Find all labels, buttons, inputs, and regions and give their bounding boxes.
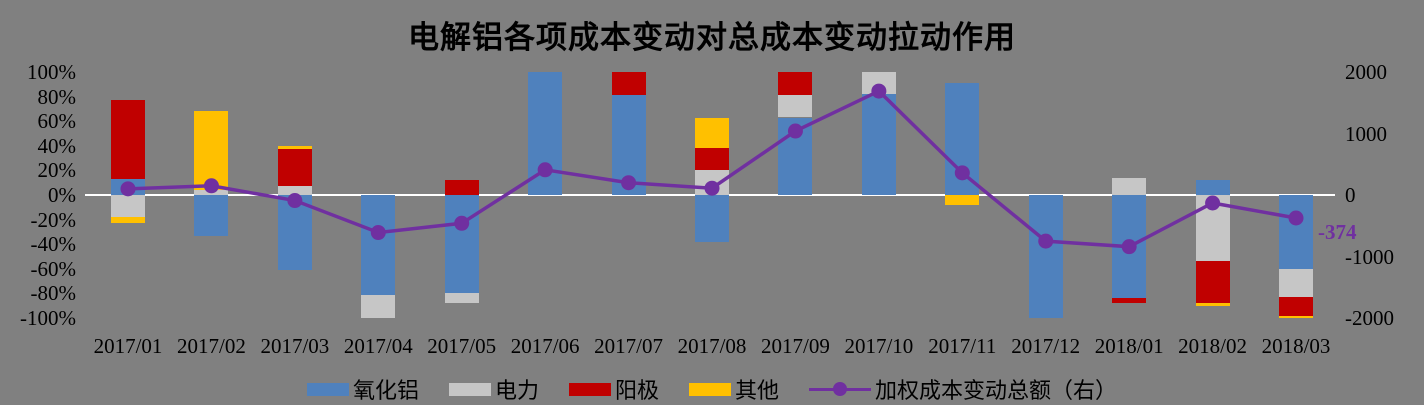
legend-label: 阳极 xyxy=(614,378,659,403)
legend-item-weighted-total: 加权成本变动总额（右） xyxy=(809,373,1117,405)
bar-segment-other xyxy=(194,111,229,191)
left-axis-tick: -60% xyxy=(30,256,77,281)
legend-label: 加权成本变动总额（右） xyxy=(875,378,1118,403)
x-axis-label: 2017/07 xyxy=(594,334,663,358)
bar-segment-anode xyxy=(1195,261,1230,304)
bar-segment-power xyxy=(444,293,479,304)
bar-segment-anode xyxy=(277,149,312,187)
bar-segment-other xyxy=(1279,315,1314,318)
bar-segment-alumina xyxy=(528,72,563,195)
bar-segment-other xyxy=(111,217,145,224)
right-axis-tick: 2000 xyxy=(1345,60,1387,84)
left-axis-tick: 40% xyxy=(37,133,77,158)
legend-swatch-power xyxy=(448,382,491,396)
bar-segment-alumina xyxy=(194,195,229,236)
legend-item-other: 其他 xyxy=(689,373,779,405)
bar-segment-other xyxy=(277,145,312,150)
left-axis-tick: -20% xyxy=(30,207,77,232)
legend-label: 其他 xyxy=(735,378,780,403)
left-axis-tick: -40% xyxy=(30,232,77,257)
x-axis-label: 2017/10 xyxy=(844,334,914,358)
x-axis-label: 2017/11 xyxy=(928,334,997,358)
bar-segment-alumina xyxy=(695,195,729,242)
bar-segment-other xyxy=(695,117,729,149)
left-axis-tick: 20% xyxy=(37,158,77,183)
legend-label: 电力 xyxy=(494,378,539,403)
x-axis-label: 2018/01 xyxy=(1094,334,1164,358)
left-axis-tick: 100% xyxy=(27,60,76,84)
x-axis-label: 2017/01 xyxy=(93,334,163,358)
bar-segment-power xyxy=(361,294,396,318)
bar-segment-alumina xyxy=(861,94,896,195)
bar-segment-anode xyxy=(778,72,813,96)
right-axis-tick: 0 xyxy=(1345,183,1356,207)
x-axis-label: 2018/02 xyxy=(1178,334,1247,358)
bar-segment-anode xyxy=(611,72,646,96)
bar-segment-alumina xyxy=(1028,195,1063,318)
bar-segment-power xyxy=(194,190,229,195)
bar-segment-alumina xyxy=(1112,195,1147,299)
x-axis-label: 2017/05 xyxy=(427,334,497,358)
bar-segment-alumina xyxy=(444,195,479,294)
bar-segment-power xyxy=(1279,268,1314,298)
left-axis-tick: 80% xyxy=(37,84,77,109)
legend-swatch-anode xyxy=(568,382,611,396)
bar-segment-other xyxy=(945,195,980,205)
line-marker-icon xyxy=(809,381,872,397)
bar-segment-alumina xyxy=(611,95,646,195)
left-axis-tick: -80% xyxy=(30,281,77,306)
x-axis-label: 2018/03 xyxy=(1261,334,1331,358)
x-axis-label: 2017/02 xyxy=(177,334,246,358)
chart-title: 电解铝各项成本变动对总成本变动拉动作用 xyxy=(408,20,1016,55)
bar-segment-anode xyxy=(1112,298,1147,304)
legend-swatch-other xyxy=(689,382,731,396)
line-data-label: -374 xyxy=(1318,220,1357,244)
left-axis-tick: 0% xyxy=(48,183,76,207)
x-axis-label: 2017/09 xyxy=(761,334,830,358)
bar-segment-power xyxy=(111,195,145,218)
legend-label: 氧化铝 xyxy=(352,378,419,403)
bar-segment-anode xyxy=(695,148,729,171)
bar-segment-alumina xyxy=(277,195,312,271)
legend-item-anode: 阳极 xyxy=(568,373,659,405)
bar-segment-alumina xyxy=(945,83,980,195)
left-axis-tick: 60% xyxy=(37,109,77,134)
right-axis-tick: -2000 xyxy=(1345,306,1394,330)
right-axis-tick: 1000 xyxy=(1345,121,1387,146)
bar-segment-power xyxy=(1195,195,1230,262)
x-axis-label: 2017/08 xyxy=(677,334,747,358)
x-axis-label: 2017/12 xyxy=(1011,334,1081,358)
left-axis-tick: -100% xyxy=(20,306,76,330)
bar-segment-power xyxy=(277,186,312,195)
legend-item-alumina: 氧化铝 xyxy=(306,373,419,405)
bar-segment-power xyxy=(861,72,896,95)
bar-segment-alumina xyxy=(1279,195,1314,269)
bar-segment-power xyxy=(778,95,813,118)
bar-segment-alumina xyxy=(111,179,145,195)
x-axis-label: 2017/06 xyxy=(510,334,580,358)
bar-segment-other xyxy=(1195,303,1230,306)
bar-segment-alumina xyxy=(778,117,813,195)
bar-segment-power xyxy=(1112,177,1147,195)
legend-swatch-alumina xyxy=(306,382,349,396)
bar-segment-power xyxy=(695,170,729,195)
x-axis-label: 2017/04 xyxy=(343,334,413,358)
bar-segment-anode xyxy=(444,180,479,195)
legend: 氧化铝 电力 阳极 其他 加权成本变动总额（右） xyxy=(0,373,1424,405)
bar-segment-alumina xyxy=(361,195,396,295)
legend-item-power: 电力 xyxy=(448,373,539,405)
bar-segment-alumina xyxy=(1195,180,1230,195)
bar-segment-anode xyxy=(111,100,145,179)
right-axis-tick: -1000 xyxy=(1345,244,1394,269)
x-axis-label: 2017/03 xyxy=(260,334,330,358)
bar-segment-anode xyxy=(1279,297,1314,316)
